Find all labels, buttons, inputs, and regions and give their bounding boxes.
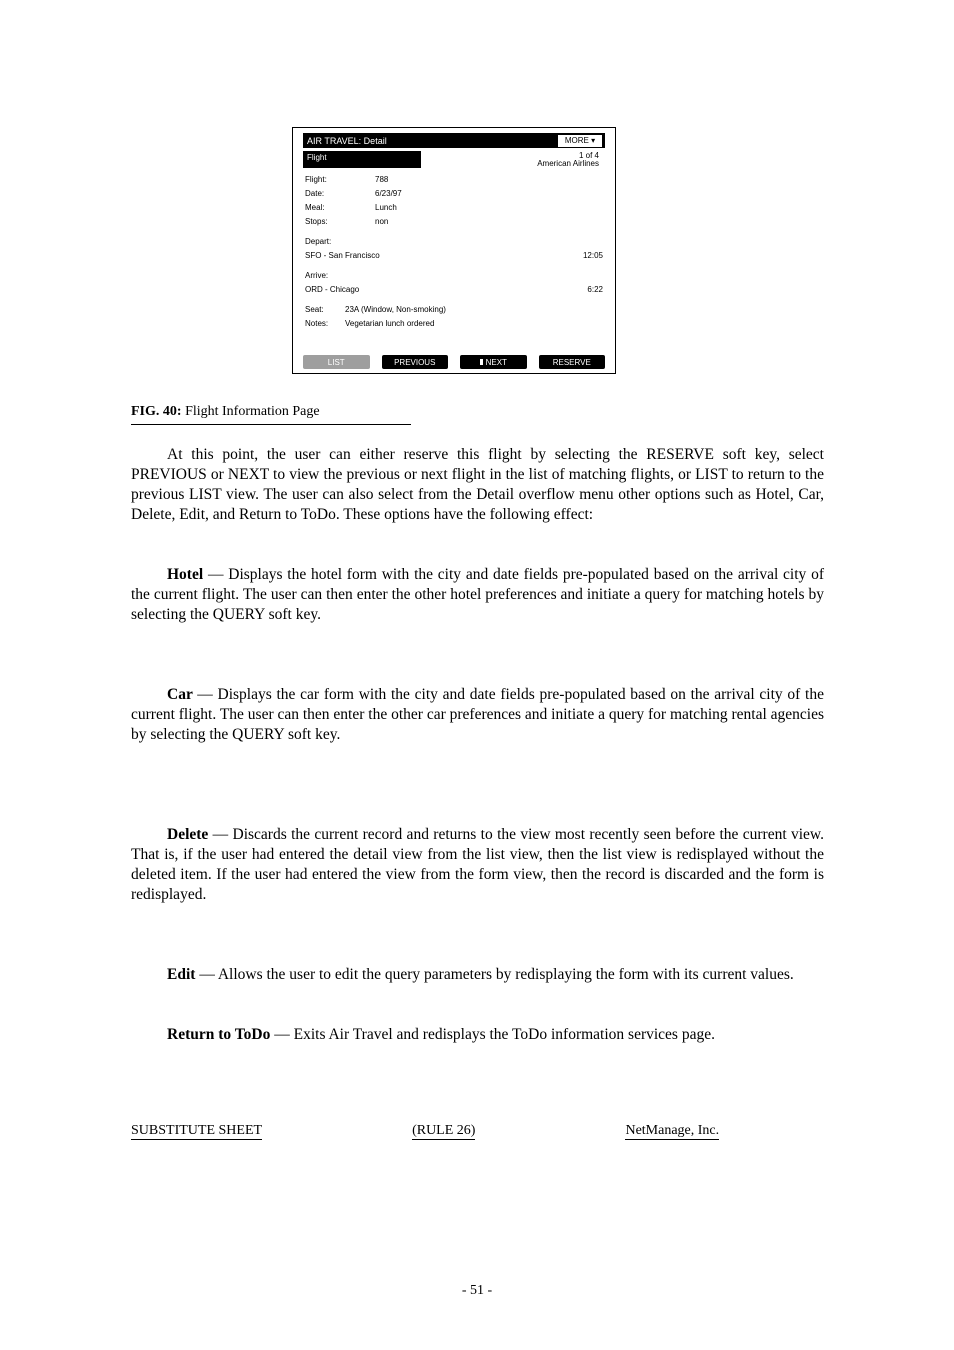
stops-value: non	[375, 215, 603, 229]
body-paragraph-intro: At this point, the user can either reser…	[131, 445, 824, 525]
seat-label: Seat:	[305, 303, 345, 317]
softkey-list[interactable]: LIST	[303, 355, 370, 369]
softkey-next-label: NEXT	[486, 358, 507, 367]
figure-text: Flight Information Page	[182, 404, 320, 419]
meal-label: Meal:	[305, 201, 375, 215]
body-paragraph-car: Car — Displays the car form with the cit…	[131, 685, 824, 745]
page-footer: SUBSTITUTE SHEET (RULE 26) NetManage, In…	[131, 1123, 824, 1140]
depart-value: SFO - San Francisco 12:05	[305, 249, 603, 263]
footer-right: NetManage, Inc.	[625, 1123, 719, 1140]
p4-key: Delete	[167, 826, 213, 843]
softkey-previous[interactable]: PREVIOUS	[382, 355, 449, 369]
flight-detail-body: Flight: 788 Date: 6/23/97 Meal: Lunch St…	[305, 173, 603, 331]
caption-rule	[131, 424, 411, 425]
figure-caption: FIG. 40: Flight Information Page	[131, 404, 411, 425]
record-counter: 1 of 4American Airlines	[537, 152, 599, 168]
device-screenshot: AIR TRAVEL: Detail 10:30 AM MORE ▾ Fligh…	[292, 127, 616, 374]
p5-key: Edit	[167, 966, 199, 983]
arrive-airport: ORD - Chicago	[305, 283, 359, 297]
p4-text: — Discards the current record and return…	[131, 826, 824, 903]
more-button[interactable]: MORE ▾	[557, 134, 603, 148]
tab-label: Flight	[307, 153, 327, 162]
date-value: 6/23/97	[375, 187, 603, 201]
depart-label: Depart:	[305, 235, 603, 249]
depart-airport: SFO - San Francisco	[305, 249, 380, 263]
body-paragraph-return: Return to ToDo — Exits Air Travel and re…	[131, 1025, 824, 1045]
notes-label: Notes:	[305, 317, 345, 331]
arrive-value: ORD - Chicago 6:22	[305, 283, 603, 297]
stops-label: Stops:	[305, 215, 375, 229]
body-paragraph-hotel: Hotel — Displays the hotel form with the…	[131, 565, 824, 625]
p2-key: Hotel	[167, 566, 208, 583]
flight-value: 788	[375, 173, 603, 187]
softkey-next[interactable]: NEXT	[460, 355, 527, 369]
p5-text: — Allows the user to edit the query para…	[199, 966, 793, 983]
depart-time: 12:05	[569, 249, 603, 263]
footer-center: (RULE 26)	[412, 1123, 475, 1140]
notes-value: Vegetarian lunch ordered	[345, 317, 434, 331]
date-label: Date:	[305, 187, 375, 201]
tab-bar[interactable]: Flight	[303, 151, 421, 168]
softkey-row: LIST PREVIOUS NEXT RESERVE	[303, 355, 605, 369]
p3-key: Car	[167, 686, 197, 703]
arrive-label: Arrive:	[305, 269, 603, 283]
meal-value: Lunch	[375, 201, 603, 215]
softkey-reserve[interactable]: RESERVE	[539, 355, 606, 369]
arrive-time: 6:22	[569, 283, 603, 297]
body-paragraph-edit: Edit — Allows the user to edit the query…	[131, 965, 824, 985]
p1-text: At this point, the user can either reser…	[131, 446, 824, 523]
p3-text: — Displays the car form with the city an…	[131, 686, 824, 743]
p6-text: — Exits Air Travel and redisplays the To…	[274, 1026, 715, 1043]
page-number: - 51 -	[0, 1283, 954, 1299]
figure-ref: FIG. 40:	[131, 404, 182, 419]
p2-text: — Displays the hotel form with the city …	[131, 566, 824, 623]
body-paragraph-delete: Delete — Discards the current record and…	[131, 825, 824, 905]
seat-value: 23A (Window, Non-smoking)	[345, 303, 446, 317]
screen-title: AIR TRAVEL: Detail	[307, 136, 387, 146]
footer-left: SUBSTITUTE SHEET	[131, 1123, 262, 1140]
p6-key: Return to ToDo	[167, 1026, 274, 1043]
checkmark-icon	[480, 359, 483, 365]
flight-label: Flight:	[305, 173, 375, 187]
